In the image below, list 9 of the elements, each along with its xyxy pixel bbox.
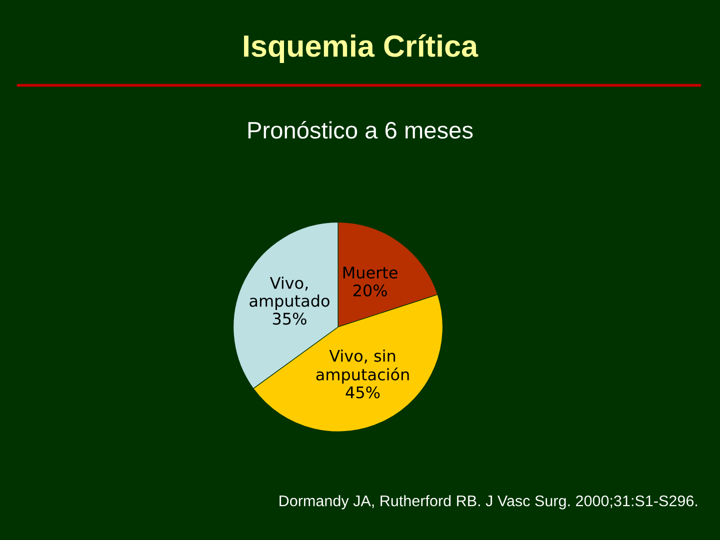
data-label: 35% — [272, 312, 306, 325]
slice-label: Muerte — [343, 266, 398, 279]
data-label: 20% — [353, 284, 387, 296]
text: Dormandy JA, Rutherford RB. J Vasc Surg. 2000;31:S1-S296. — [280, 495, 698, 510]
chart-subtitle: Pronóstico a 6 meses — [248, 121, 473, 139]
slice-label: Vivo, amputado — [250, 276, 330, 310]
slice-label: Vivo, sin amputación — [316, 350, 409, 384]
chart-title: Isquemia Crítica — [244, 34, 478, 63]
data-label: 45% — [346, 386, 380, 398]
